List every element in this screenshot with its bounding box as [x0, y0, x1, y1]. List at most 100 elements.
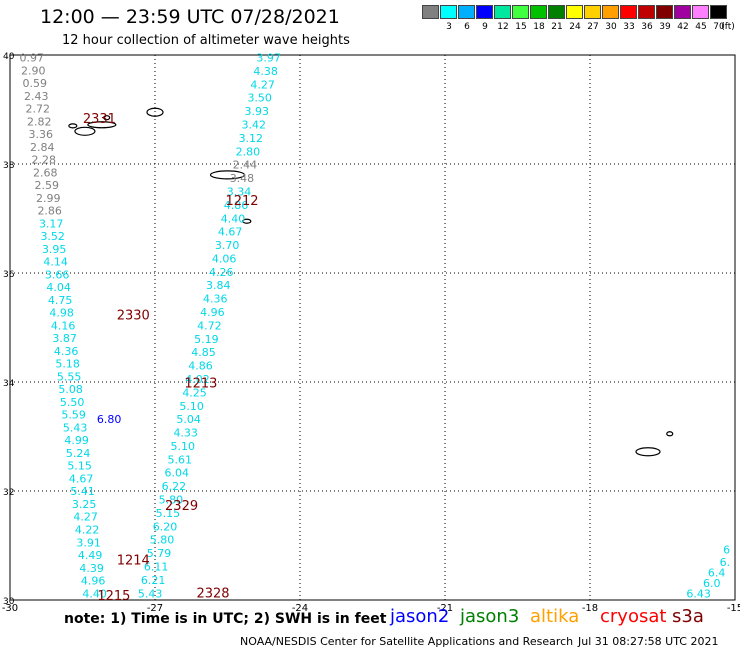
- scale-label: 6: [464, 22, 470, 32]
- scale-swatch: [440, 5, 457, 19]
- wave-height-label: 6.0: [703, 577, 721, 590]
- wave-height-label: 2.86: [37, 205, 62, 218]
- lon-tick-label: -30: [2, 603, 18, 614]
- wave-height-label: 2.59: [34, 179, 59, 192]
- wave-height-label: 2.99: [36, 192, 61, 205]
- lat-tick-label: 38: [3, 161, 15, 171]
- scale-swatch: [476, 5, 493, 19]
- scale-label: 18: [533, 22, 545, 32]
- lon-tick-label: -24: [292, 603, 308, 614]
- wave-height-label: 3.12: [239, 132, 264, 145]
- scale-swatch: [422, 5, 439, 19]
- lon-tick-label: -27: [147, 603, 163, 614]
- lat-tick-label: 40: [3, 52, 15, 62]
- island-outline: [146, 107, 164, 117]
- wave-height-label: 5.15: [156, 507, 181, 520]
- lon-tick-label: -21: [437, 603, 453, 614]
- wave-height-label: 4.40: [221, 212, 246, 225]
- wave-height-label: 4.14: [43, 256, 68, 269]
- wave-height-label: 3.66: [45, 268, 70, 281]
- wave-height-label: 4.02: [185, 373, 210, 386]
- wave-height-label: 5.43: [63, 421, 88, 434]
- island-outline: [242, 218, 252, 224]
- wave-height-label: 3.50: [247, 92, 272, 105]
- pass-time-label: 1212: [225, 194, 258, 209]
- wave-height-label: 4.99: [64, 434, 89, 447]
- wave-height-label: 5.41: [70, 485, 95, 498]
- pass-time-label: 1215: [97, 589, 130, 604]
- wave-height-label: 6.04: [165, 467, 190, 480]
- wave-height-label: 4.86: [224, 199, 249, 212]
- wave-height-label: 5.19: [194, 333, 219, 346]
- island-outline: [635, 447, 661, 457]
- wave-height-label: 4.16: [51, 319, 76, 332]
- wave-height-label: 5.79: [147, 547, 172, 560]
- island-outline: [103, 115, 111, 121]
- wave-height-label: 5.61: [168, 453, 193, 466]
- lat-tick-label: 32: [3, 488, 14, 498]
- legend-altika: altika: [530, 606, 580, 627]
- scale-label: 27: [587, 22, 599, 32]
- pass-time-label: 2331: [83, 112, 116, 127]
- wave-height-label: 4.67: [69, 472, 94, 485]
- lat-tick-label: 36: [3, 270, 15, 280]
- wave-height-label: 6.: [720, 556, 731, 569]
- scale-swatch: [674, 5, 691, 19]
- wave-height-label: 4.27: [73, 511, 98, 524]
- wave-height-label: 3.36: [28, 128, 53, 141]
- wave-height-label: 3.91: [76, 536, 101, 549]
- pass-time-label: 2330: [117, 308, 150, 323]
- scale-label: 9: [482, 22, 488, 32]
- lon-tick-label: -15: [727, 603, 740, 614]
- wave-height-label: 2.80: [236, 145, 261, 158]
- wave-height-label: 4.98: [49, 307, 74, 320]
- wave-height-label: 3.84: [206, 279, 231, 292]
- wave-height-label: 5.55: [57, 370, 82, 383]
- scale-label: 3: [446, 22, 452, 32]
- scale-label: 15: [515, 22, 527, 32]
- wave-height-label: 3.34: [227, 185, 252, 198]
- wave-height-label: 4.25: [182, 386, 207, 399]
- wave-height-label: 2.68: [33, 166, 58, 179]
- wave-height-label: 3.97: [256, 52, 281, 65]
- scale-label: 42: [677, 22, 689, 32]
- wave-height-label: 6.22: [162, 480, 187, 493]
- legend-jason3: jason3: [460, 606, 520, 627]
- lat-tick-label: 30: [3, 597, 15, 607]
- scale-label: 45: [695, 22, 707, 32]
- scale-swatch: [692, 5, 709, 19]
- scale-label: 70: [713, 22, 725, 32]
- wave-height-label: 3.17: [39, 217, 64, 230]
- wave-height-label: 5.10: [170, 440, 195, 453]
- wave-height-label: 4.75: [48, 294, 73, 307]
- wave-height-label: 4.38: [253, 65, 278, 78]
- wave-height-label: 3.52: [40, 230, 65, 243]
- lon-tick-label: -18: [582, 603, 598, 614]
- wave-height-label: 5.15: [67, 460, 92, 473]
- wave-height-label: 2.90: [21, 64, 46, 77]
- wave-height-label: 4.86: [188, 360, 213, 373]
- wave-height-label: 2.43: [24, 90, 49, 103]
- scale-label: 30: [605, 22, 617, 32]
- scale-swatch: [566, 5, 583, 19]
- scale-label: 33: [623, 22, 635, 32]
- scale-label: 39: [659, 22, 671, 32]
- wave-height-label: 4.36: [54, 345, 79, 358]
- wave-height-label: 5.04: [176, 413, 201, 426]
- wave-height-label: 3.93: [244, 105, 269, 118]
- wave-height-label: 5.80: [150, 534, 175, 547]
- wave-height-label: 4.22: [75, 523, 100, 536]
- island-outline: [68, 123, 78, 129]
- scale-swatch: [494, 5, 511, 19]
- wave-height-label: 4.96: [200, 306, 225, 319]
- wave-height-label: 4.85: [191, 346, 216, 359]
- wave-height-label: 2.82: [27, 115, 52, 128]
- wave-height-label: 6.43: [686, 587, 711, 600]
- wave-height-label: 4.49: [78, 549, 103, 562]
- wave-height-label: 4.33: [173, 427, 198, 440]
- wave-height-label: 6: [723, 544, 730, 557]
- scale-swatch: [548, 5, 565, 19]
- timestamp-text: Jul 31 08:27:58 UTC 2021: [578, 635, 719, 648]
